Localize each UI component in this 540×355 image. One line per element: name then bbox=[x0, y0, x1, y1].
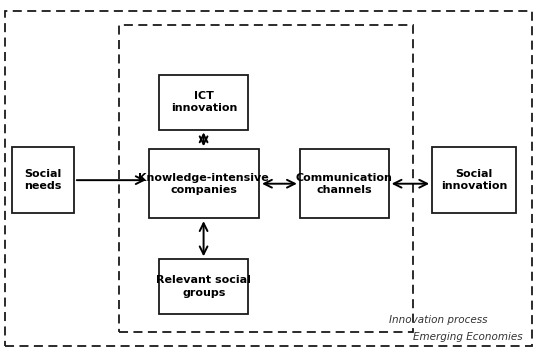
Bar bbox=[432, 147, 516, 213]
Text: Social
needs: Social needs bbox=[24, 169, 62, 191]
Text: Communication
channels: Communication channels bbox=[296, 173, 393, 195]
Text: Innovation process: Innovation process bbox=[389, 315, 487, 325]
Text: Knowledge-intensive
companies: Knowledge-intensive companies bbox=[138, 173, 269, 195]
Bar bbox=[12, 147, 74, 213]
Bar bbox=[300, 149, 389, 218]
Text: ICT
innovation: ICT innovation bbox=[171, 91, 237, 113]
Bar bbox=[159, 75, 248, 130]
Bar bbox=[119, 25, 413, 332]
Bar bbox=[159, 259, 248, 314]
Bar bbox=[148, 149, 259, 218]
Text: Emerging Economies: Emerging Economies bbox=[413, 332, 523, 342]
Text: Social
innovation: Social innovation bbox=[441, 169, 507, 191]
Text: Relevant social
groups: Relevant social groups bbox=[157, 275, 251, 298]
